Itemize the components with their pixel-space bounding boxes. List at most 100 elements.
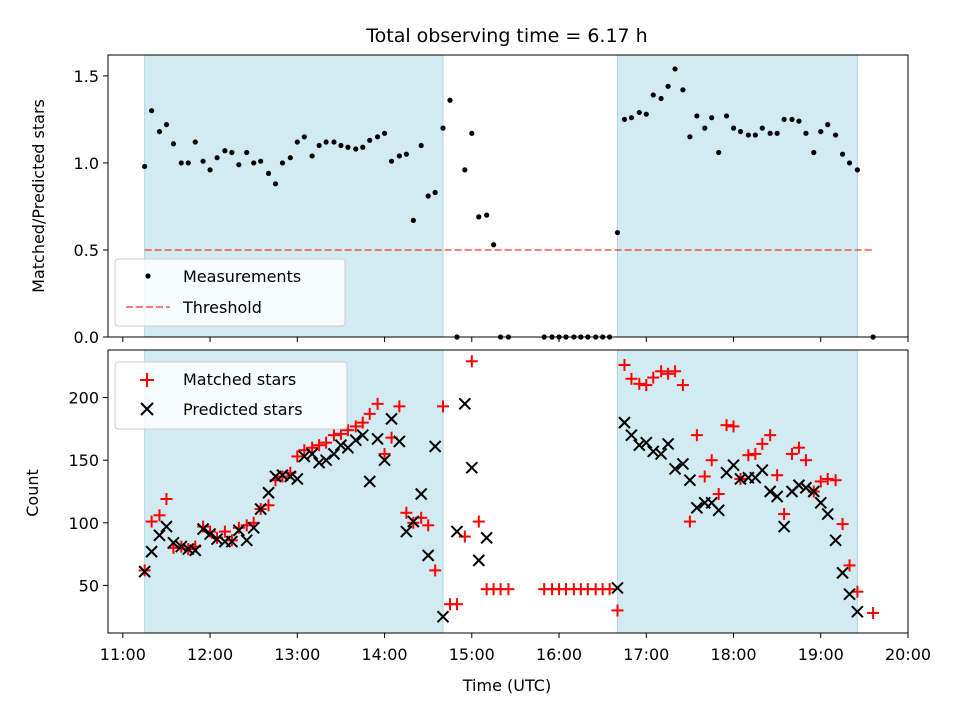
- legend-predicted-label: Predicted stars: [183, 400, 303, 419]
- x-tick-label: 17:00: [623, 645, 669, 664]
- measurement-point: [839, 151, 846, 157]
- matched-star-point: [764, 429, 777, 442]
- measurement-point: [759, 125, 765, 131]
- x-tick-label: 19:00: [798, 645, 844, 664]
- measurement-point: [396, 153, 402, 159]
- measurement-point: [338, 142, 344, 149]
- measurement-point: [832, 132, 839, 138]
- measurement-point: [251, 160, 257, 166]
- predicted-star-point: [428, 440, 442, 453]
- top-y-axis-label: Matched/Predicted stars: [29, 99, 48, 293]
- matched-star-point: [625, 372, 638, 385]
- predicted-star-point: [727, 458, 740, 472]
- matched-star-point: [371, 397, 384, 410]
- predicted-star-point: [792, 479, 806, 492]
- matched-star-point: [829, 474, 842, 487]
- matched-star-point: [785, 447, 798, 460]
- measurement-point: [796, 118, 802, 124]
- predicted-star-point: [356, 428, 369, 442]
- legend-matched-marker: [140, 373, 154, 387]
- measurement-point: [767, 130, 773, 136]
- measurement-point: [410, 217, 416, 223]
- predicted-star-point: [821, 507, 834, 521]
- matched-star-point: [698, 470, 711, 483]
- matched-star-point: [669, 365, 682, 378]
- y-tick-label: 0.5: [74, 241, 99, 260]
- matched-star-point: [378, 447, 391, 460]
- matched-star-point: [705, 454, 718, 467]
- measurement-point: [236, 162, 242, 168]
- matched-star-point: [771, 469, 784, 482]
- predicted-star-point: [196, 522, 210, 536]
- matched-star-point: [742, 449, 755, 462]
- measurement-point: [156, 128, 163, 135]
- predicted-star-point: [189, 544, 202, 557]
- measurement-point: [331, 139, 337, 145]
- matched-star-point: [341, 424, 354, 437]
- measurement-point: [316, 142, 322, 149]
- top-legend: Measurements Threshold: [114, 258, 346, 327]
- predicted-star-point: [312, 456, 326, 469]
- measurement-point: [294, 139, 300, 145]
- measurement-point: [818, 128, 824, 135]
- measurement-point: [432, 189, 438, 196]
- matched-star-point: [218, 525, 231, 538]
- measurement-point: [665, 83, 671, 89]
- predicted-star-point: [799, 481, 813, 494]
- predicted-star-point: [777, 520, 791, 533]
- x-tick-label: 16:00: [536, 645, 582, 664]
- measurement-point: [163, 122, 170, 128]
- matched-star-point: [437, 400, 450, 413]
- observing-window-shade: [617, 350, 858, 633]
- predicted-star-point: [153, 529, 166, 542]
- matched-star-point: [502, 583, 515, 596]
- predicted-star-point: [400, 525, 413, 538]
- predicted-star-point: [770, 490, 784, 503]
- matched-star-point: [450, 598, 463, 611]
- measurement-point: [614, 229, 621, 236]
- predicted-star-point: [654, 447, 668, 461]
- matched-star-point: [429, 564, 442, 577]
- measurement-point: [381, 130, 388, 136]
- bottom-y-axis-label: Count: [23, 469, 42, 517]
- x-tick-label: 13:00: [274, 645, 320, 664]
- predicted-star-point: [625, 428, 638, 442]
- predicted-star-point: [319, 453, 333, 467]
- predicted-star-point: [138, 565, 151, 578]
- measurement-point: [491, 242, 497, 248]
- predicted-star-point: [247, 521, 260, 535]
- predicted-star-point: [763, 485, 777, 498]
- predicted-star-point: [756, 464, 769, 477]
- x-tick-label: 11:00: [100, 645, 146, 664]
- measurement-point: [854, 167, 861, 173]
- matched-star-point: [749, 447, 762, 460]
- matched-star-point: [814, 475, 827, 488]
- measurement-point: [672, 66, 678, 72]
- measurement-point: [716, 149, 722, 156]
- predicted-star-point: [836, 566, 849, 580]
- predicted-star-point: [254, 502, 267, 516]
- predicted-star-point: [647, 445, 660, 458]
- predicted-star-point: [225, 535, 239, 548]
- measurement-point: [484, 212, 490, 218]
- measurement-point: [811, 149, 817, 156]
- predicted-star-point: [633, 438, 646, 452]
- measurement-point: [680, 87, 686, 93]
- chart-title: Total observing time = 6.17 h: [365, 25, 647, 47]
- measurement-point: [789, 116, 795, 123]
- predicted-star-point: [843, 587, 856, 601]
- measurement-point: [737, 128, 744, 135]
- matched-star-point: [327, 429, 340, 442]
- matched-star-point: [320, 436, 333, 449]
- matched-star-point: [836, 518, 849, 531]
- measurement-point: [301, 134, 307, 140]
- matched-star-point: [356, 416, 369, 429]
- predicted-star-point: [167, 536, 180, 550]
- predicted-star-point: [349, 433, 362, 447]
- measurement-point: [309, 153, 315, 159]
- matched-star-point: [334, 427, 347, 440]
- measurement-point: [142, 163, 148, 170]
- matched-star-point: [349, 420, 362, 433]
- predicted-star-point: [668, 462, 682, 476]
